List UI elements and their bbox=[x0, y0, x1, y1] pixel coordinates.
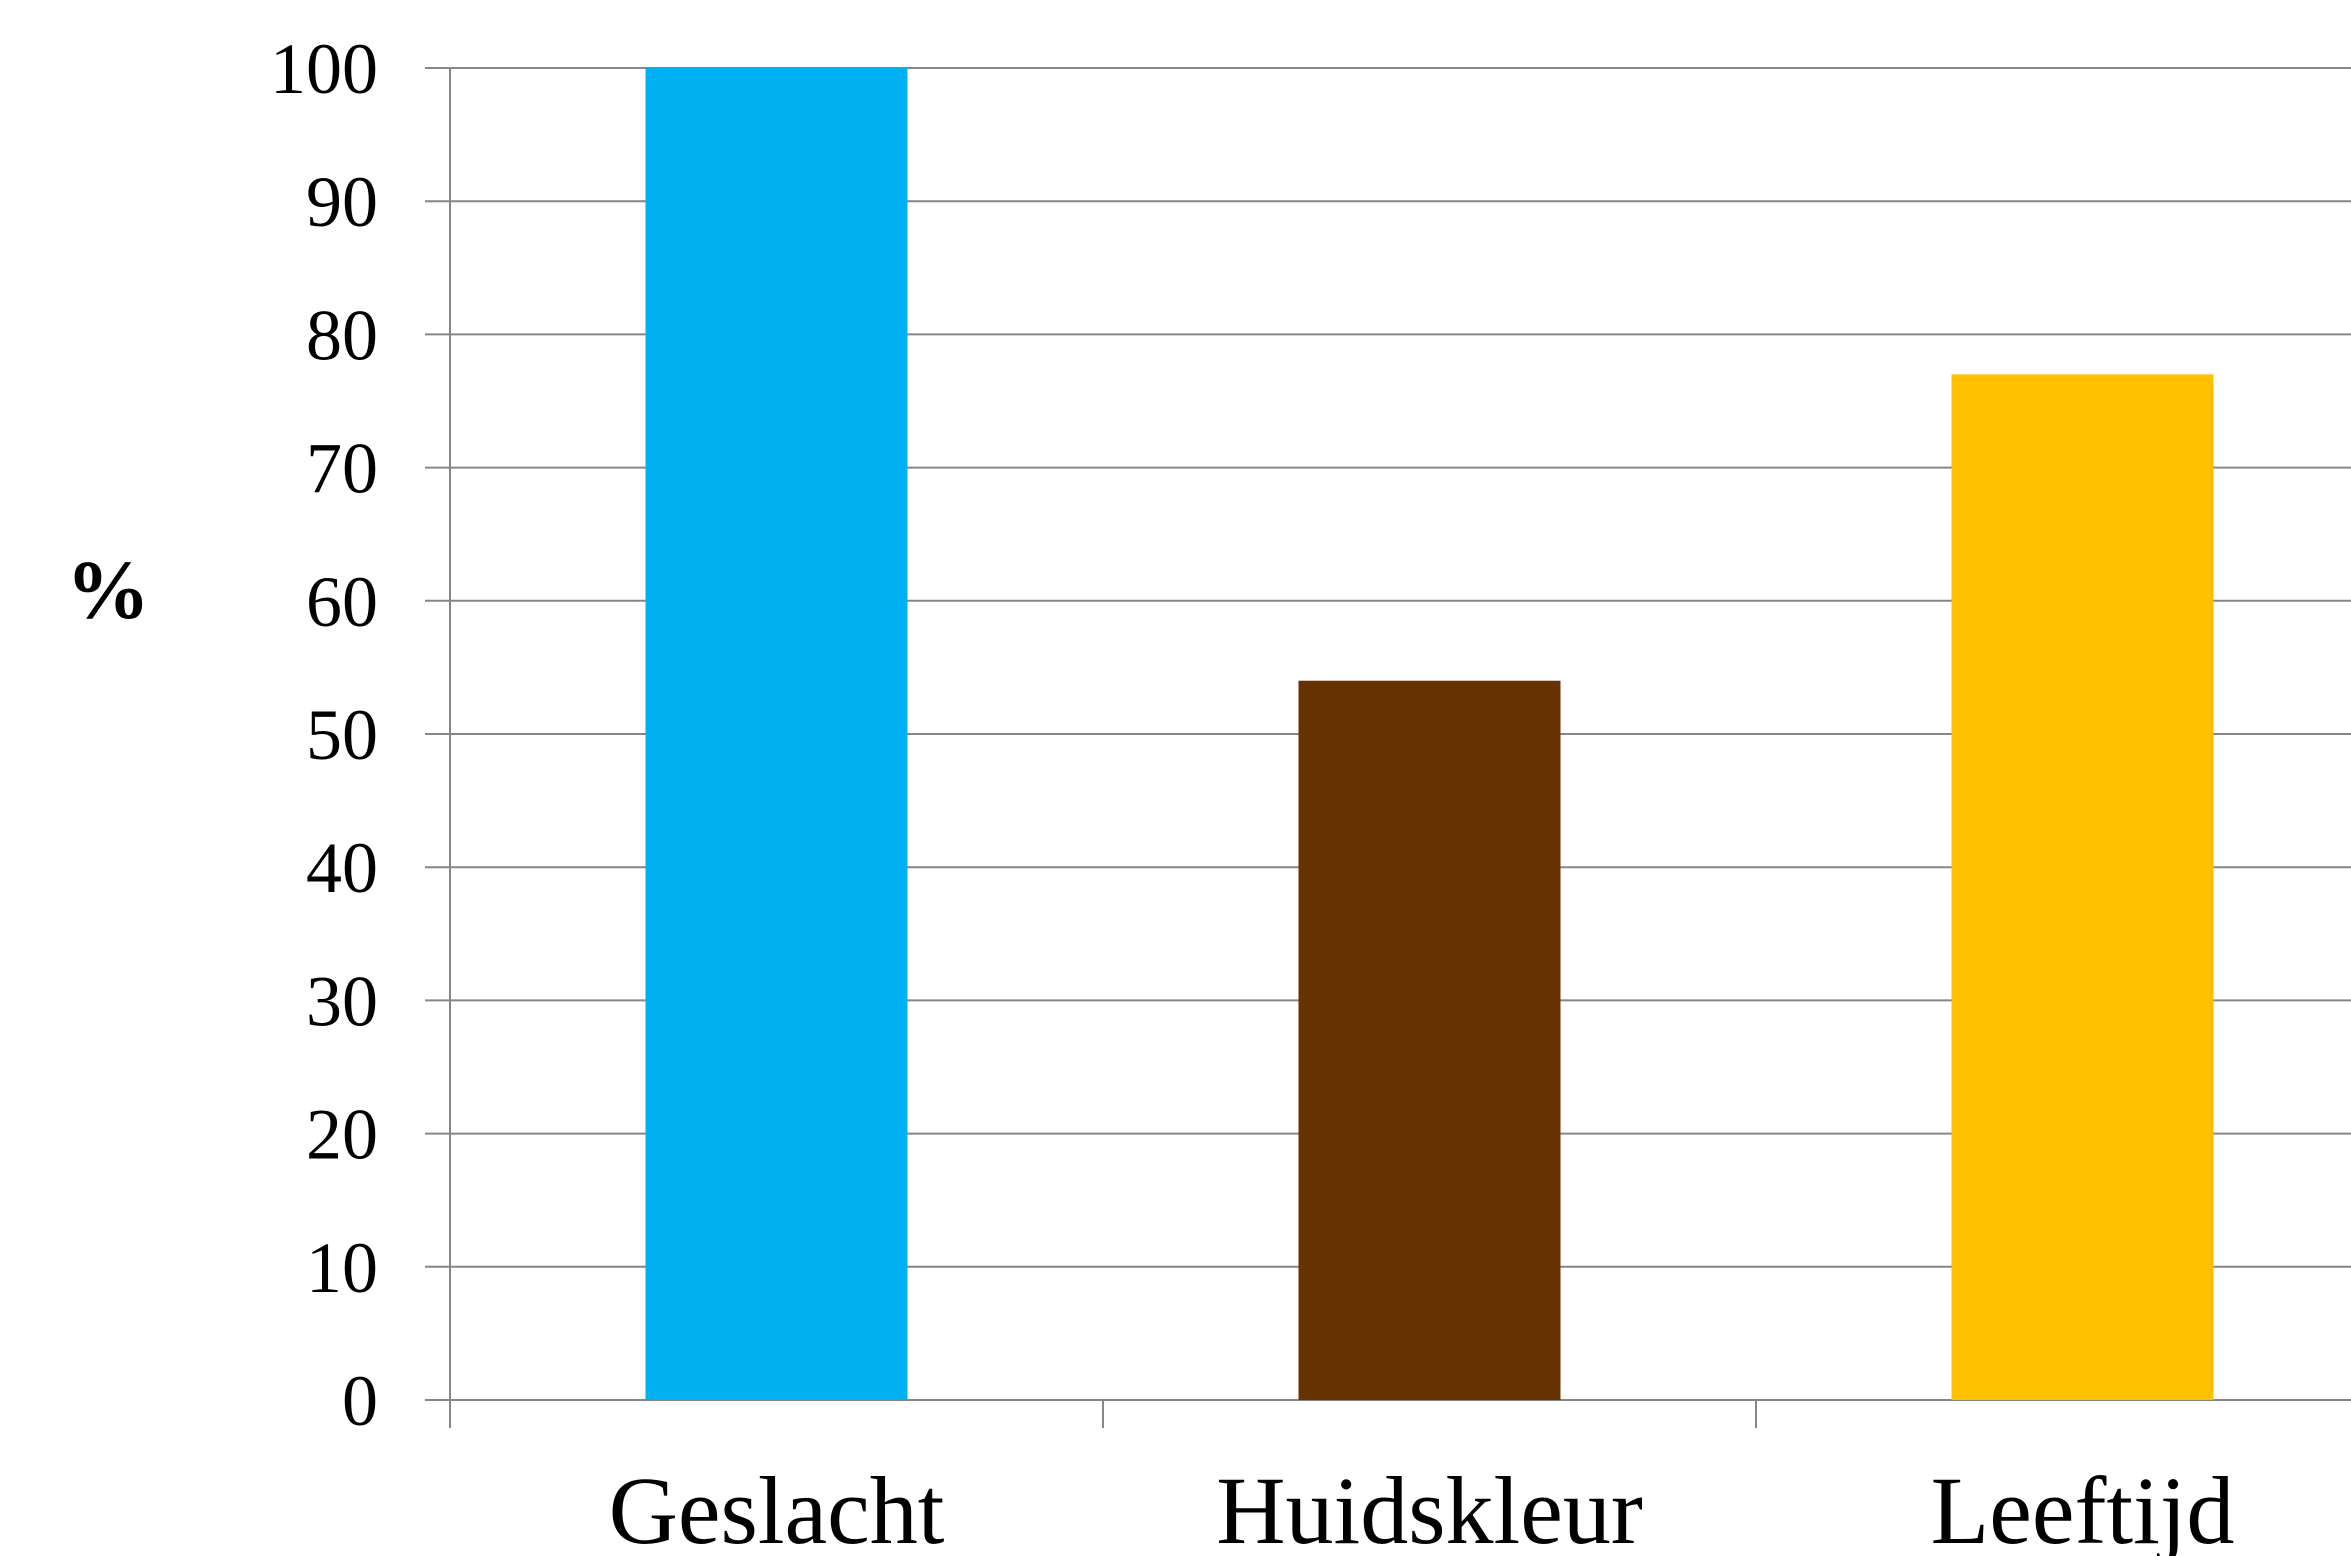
y-tick-label: 30 bbox=[306, 961, 378, 1041]
y-tick-label: 40 bbox=[306, 828, 378, 908]
y-tick-label: 0 bbox=[342, 1361, 378, 1441]
x-axis-category-labels: Geslacht Huidskleur Leeftijd bbox=[609, 1457, 2235, 1556]
y-tick-label: 50 bbox=[306, 695, 378, 775]
bar-leeftijd bbox=[1951, 374, 2214, 1400]
x-category-label: Leeftijd bbox=[1931, 1457, 2235, 1556]
y-tick-label: 80 bbox=[306, 295, 378, 375]
x-category-label: Huidskleur bbox=[1216, 1457, 1643, 1556]
y-axis-title: % bbox=[66, 544, 150, 637]
y-tick-label: 100 bbox=[270, 29, 378, 109]
y-tick-label: 90 bbox=[306, 162, 378, 242]
y-axis-tick-labels: 0 10 20 30 40 50 60 70 80 90 100 bbox=[270, 29, 378, 1441]
bar-geslacht bbox=[645, 68, 908, 1400]
y-tick-label: 70 bbox=[306, 429, 378, 509]
y-tick-label: 10 bbox=[306, 1228, 378, 1308]
x-category-label: Geslacht bbox=[609, 1457, 945, 1556]
bars bbox=[645, 68, 2214, 1400]
y-tick-label: 60 bbox=[306, 562, 378, 642]
axes bbox=[449, 68, 1757, 1428]
y-tick-label: 20 bbox=[306, 1095, 378, 1175]
bar-huidskleur bbox=[1298, 680, 1561, 1400]
